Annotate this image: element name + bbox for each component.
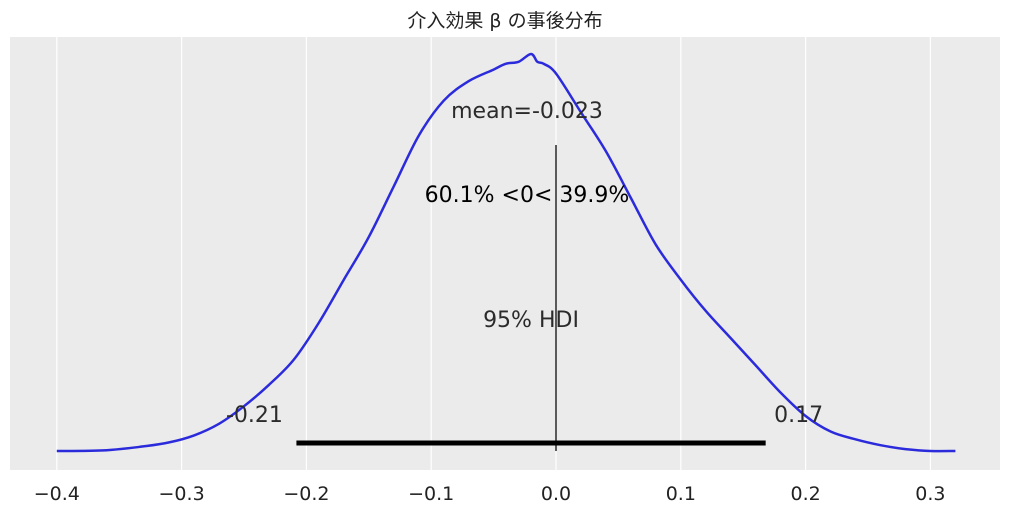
x-tick-label: 0.0: [541, 483, 571, 505]
plot-background: [10, 37, 1000, 470]
x-axis: −0.4 −0.3 −0.2 −0.1 0.0 0.1 0.2 0.3: [34, 483, 946, 505]
x-tick-label: −0.4: [34, 483, 80, 505]
mean-label: mean=-0.023: [451, 99, 603, 124]
x-tick-label: 0.3: [915, 483, 945, 505]
reference-probability-label: 60.1% <0< 39.9%: [425, 183, 630, 208]
x-tick-label: −0.2: [283, 483, 329, 505]
hdi-high-label: 0.17: [774, 403, 823, 428]
posterior-density-line: [56, 52, 956, 453]
hdi-low-label: -0.21: [226, 403, 283, 428]
x-tick-label: −0.1: [408, 483, 454, 505]
hdi-label: 95% HDI: [483, 308, 579, 333]
x-tick-label: −0.3: [159, 483, 205, 505]
x-tick-label: 0.2: [790, 483, 820, 505]
chart-title: 介入効果 β の事後分布: [407, 10, 602, 32]
grid-lines: [56, 37, 932, 470]
x-tick-label: 0.1: [666, 483, 696, 505]
